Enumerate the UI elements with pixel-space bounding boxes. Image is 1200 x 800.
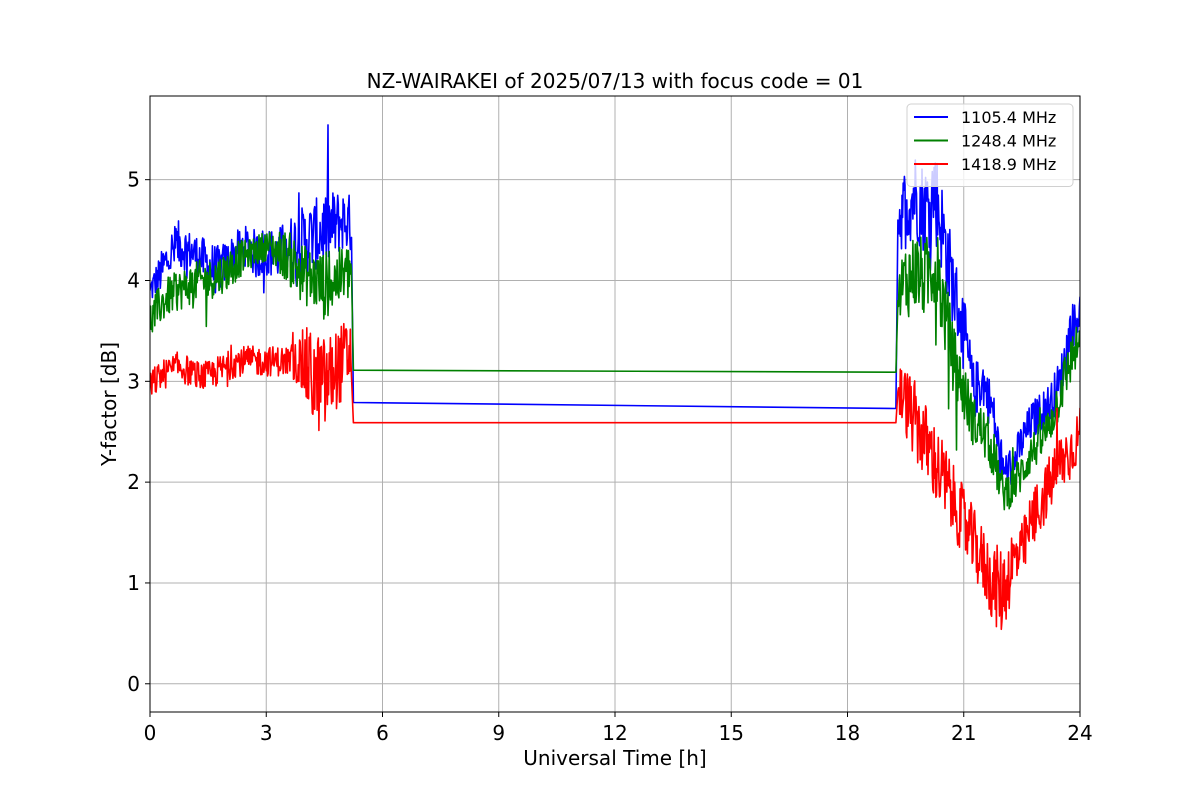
y-tick-label: 1	[127, 571, 140, 595]
x-tick-label: 3	[260, 721, 273, 745]
x-tick-label: 12	[602, 721, 627, 745]
series-group	[150, 124, 1080, 631]
legend-label: 1105.4 MHz	[961, 108, 1056, 127]
series-line-1	[150, 124, 1080, 487]
y-tick-label: 5	[127, 168, 140, 192]
legend-box	[906, 103, 1074, 187]
x-tick-label: 0	[144, 721, 157, 745]
y-axis-label: Y-factor [dB]	[97, 342, 121, 467]
x-tick-label: 18	[835, 721, 860, 745]
y-tick-label: 4	[127, 268, 140, 292]
series-line-3	[150, 322, 1080, 631]
x-tick-label: 24	[1067, 721, 1092, 745]
x-tick-label: 15	[719, 721, 744, 745]
legend-label: 1418.9 MHz	[961, 155, 1056, 174]
x-axis-label: Universal Time [h]	[523, 746, 706, 770]
legend: 1105.4 MHz 1248.4 MHz 1418.9 MHz	[906, 103, 1074, 187]
y-tick-label: 0	[127, 672, 140, 696]
series-line-2	[150, 231, 1080, 511]
y-tick-label: 2	[127, 470, 140, 494]
y-tick-label: 3	[127, 369, 140, 393]
x-tick-label: 6	[376, 721, 389, 745]
x-tick-label: 9	[492, 721, 505, 745]
legend-label: 1248.4 MHz	[961, 132, 1056, 151]
x-tick-label: 21	[951, 721, 976, 745]
chart-title: NZ-WAIRAKEI of 2025/07/13 with focus cod…	[367, 69, 864, 93]
